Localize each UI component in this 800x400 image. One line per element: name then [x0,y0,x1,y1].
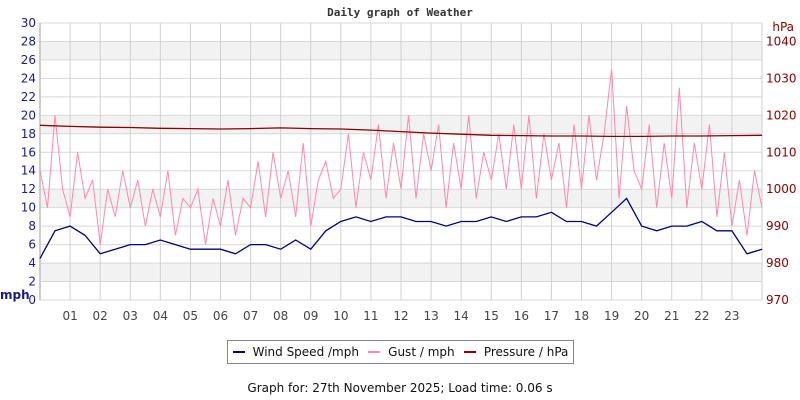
x-tick-label: 14 [454,309,469,323]
x-tick-label: 11 [363,309,378,323]
left-tick-label: 0 [28,293,36,307]
x-tick-label: 12 [393,309,408,323]
legend-swatch [368,351,381,353]
x-tick-label: 21 [664,309,679,323]
series-pressure-line [39,124,763,138]
left-tick-label: 22 [21,90,36,104]
left-tick-label: 12 [21,182,36,196]
legend-label: Wind Speed /mph [252,345,359,359]
legend-swatch [463,351,476,353]
x-tick-label: 13 [423,309,438,323]
right-tick-label: 1030 [766,71,797,85]
x-tick-label: 23 [724,309,739,323]
weather-chart: Daily graph of Weather 02468101214161820… [0,6,797,323]
series-wind-line [39,197,763,259]
x-tick-label: 03 [123,309,138,323]
x-tick-label: 15 [484,309,499,323]
right-tick-label: 1020 [766,108,797,122]
x-tick-label: 08 [273,309,288,323]
left-tick-label: 28 [21,34,36,48]
left-tick-label: 6 [28,238,36,252]
left-tick-label: 26 [21,53,36,67]
left-tick-label: 30 [21,16,36,30]
left-tick-label: 24 [21,71,36,85]
series-gust-line [39,69,763,245]
legend-wind-speed: Wind Speed /mph [232,345,359,359]
x-tick-label: 10 [333,309,348,323]
left-tick-label: 2 [28,275,36,289]
legend: Wind Speed /mph Gust / mph Pressure / hP… [227,340,574,364]
right-tick-label: 980 [766,256,789,270]
left-tick-label: 8 [28,219,36,233]
right-tick-label: 1010 [766,145,797,159]
x-tick-label: 05 [183,309,198,323]
right-axis-label: hPa [772,20,794,34]
x-tick-label: 20 [634,309,649,323]
x-tick-label: 19 [604,309,619,323]
right-tick-label: 1000 [766,182,797,196]
x-tick-label: 01 [62,309,77,323]
left-tick-label: 4 [28,256,36,270]
legend-label: Pressure / hPa [483,345,569,359]
x-tick-label: 18 [574,309,589,323]
legend-swatch [232,351,245,353]
legend-pressure: Pressure / hPa [463,345,569,359]
x-tick-label: 07 [243,309,258,323]
legend-label: Gust / mph [388,345,455,359]
right-tick-label: 970 [766,293,789,307]
left-tick-label: 16 [21,145,36,159]
left-tick-label: 20 [21,108,36,122]
legend-gust: Gust / mph [368,345,455,359]
footer-text: Graph for: 27th November 2025; Load time… [247,381,553,395]
left-tick-label: 18 [21,127,36,141]
x-tick-label: 16 [514,309,529,323]
right-tick-label: 990 [766,219,789,233]
x-tick-label: 22 [694,309,709,323]
x-tick-label: 09 [303,309,318,323]
chart-title: Daily graph of Weather [327,6,473,19]
left-tick-label: 14 [21,164,36,178]
x-tick-label: 06 [213,309,228,323]
x-tick-label: 17 [544,309,559,323]
left-tick-label: 10 [21,201,36,215]
x-tick-label: 04 [153,309,168,323]
right-tick-label: 1040 [766,34,797,48]
left-axis-label: mph [0,288,30,302]
x-tick-label: 02 [93,309,108,323]
